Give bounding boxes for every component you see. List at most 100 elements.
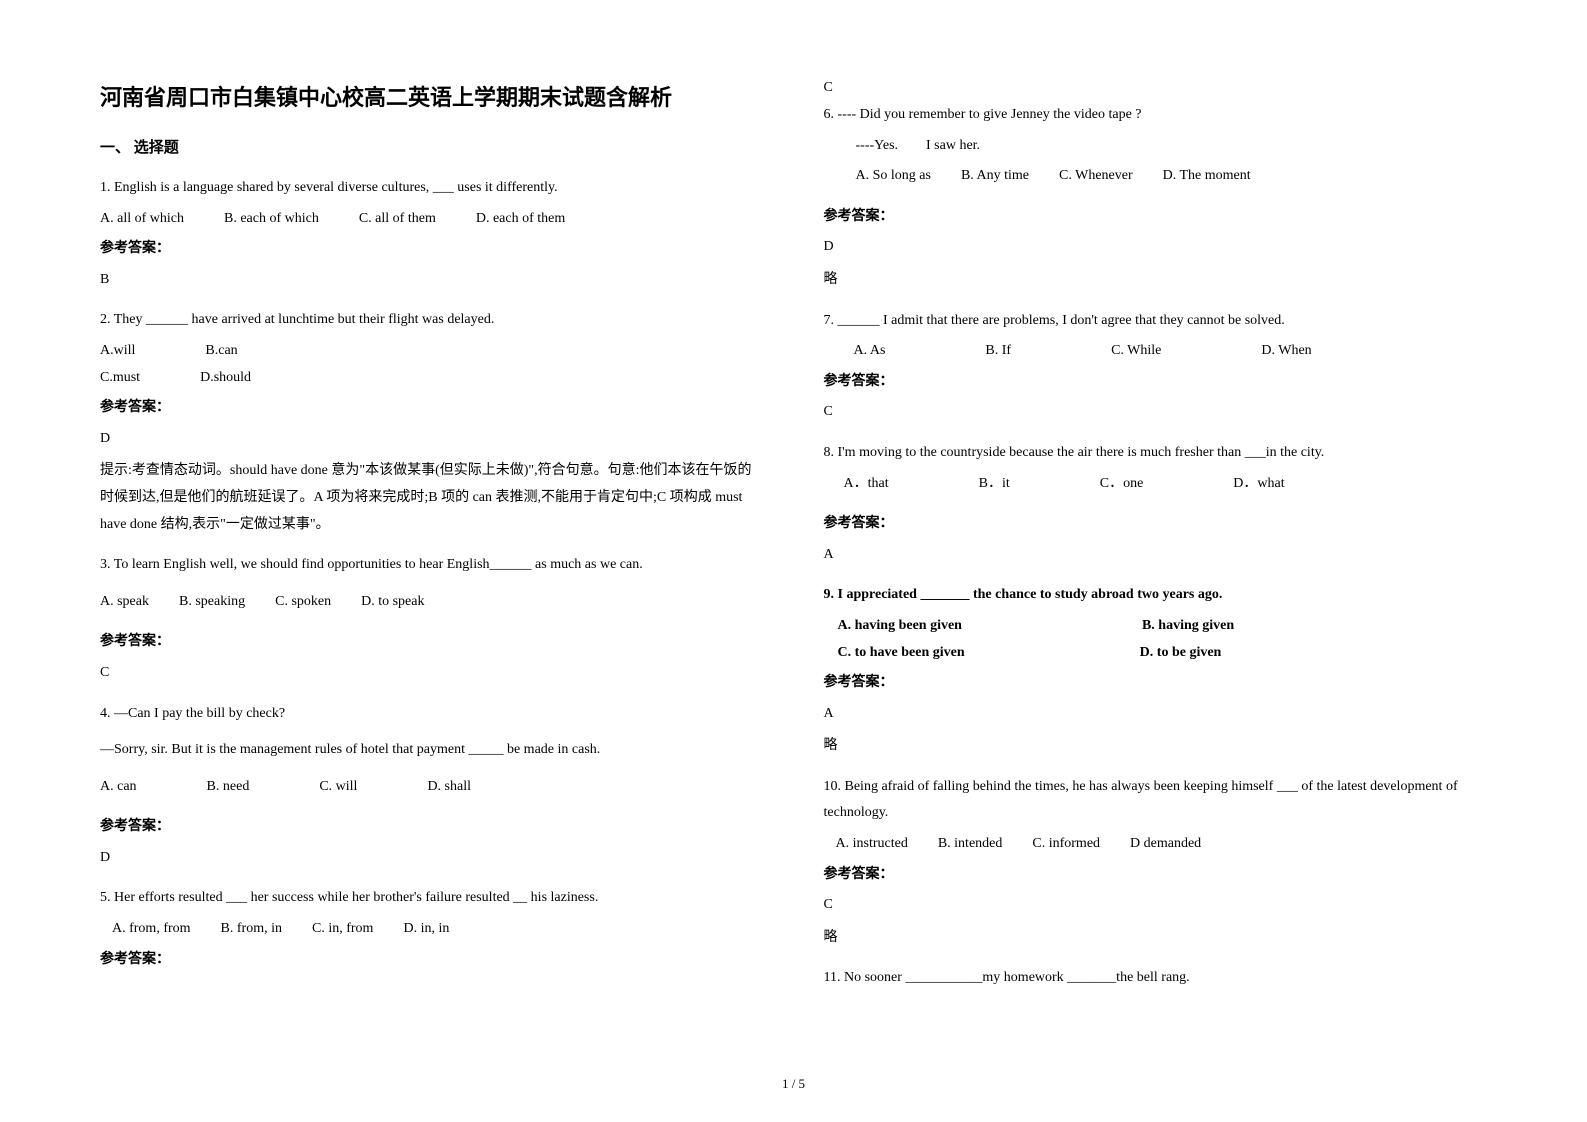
q7-text: 7. ______ I admit that there are problem… bbox=[824, 308, 1488, 335]
doc-title: 河南省周口市白集镇中心校高二英语上学期期末试题含解析 bbox=[100, 80, 764, 112]
q10-opt-c: C. informed bbox=[1032, 831, 1100, 858]
q8-opt-b: B．it bbox=[979, 471, 1010, 498]
q1-options: A. all of which B. each of which C. all … bbox=[100, 206, 764, 233]
q2-ans: D bbox=[100, 426, 764, 453]
q4-text1: 4. —Can I pay the bill by check? bbox=[100, 701, 764, 728]
q4-ans: D bbox=[100, 845, 764, 872]
q9-opt-b: B. having given bbox=[1142, 613, 1234, 640]
question-4: 4. —Can I pay the bill by check? —Sorry,… bbox=[100, 701, 764, 872]
q5-opt-c: C. in, from bbox=[312, 916, 373, 943]
q10-opt-a: A. instructed bbox=[836, 831, 908, 858]
question-7: 7. ______ I admit that there are problem… bbox=[824, 308, 1488, 426]
q2-opt-d: D.should bbox=[200, 365, 251, 392]
q6-note: 略 bbox=[824, 267, 1488, 294]
q9-ans: A bbox=[824, 701, 1488, 728]
q1-text: 1. English is a language shared by sever… bbox=[100, 175, 764, 202]
q11-text: 11. No sooner ___________my homework ___… bbox=[824, 965, 1488, 992]
q6-text1: 6. ---- Did you remember to give Jenney … bbox=[824, 102, 1488, 129]
q6-options: A. So long as B. Any time C. Whenever D.… bbox=[824, 163, 1488, 190]
q10-options: A. instructed B. intended C. informed D … bbox=[824, 831, 1488, 858]
question-8: 8. I'm moving to the countryside because… bbox=[824, 440, 1488, 568]
q5-ans: C bbox=[824, 80, 1488, 96]
q3-text: 3. To learn English well, we should find… bbox=[100, 552, 764, 579]
q10-note: 略 bbox=[824, 925, 1488, 952]
q9-opt-a: A. having been given bbox=[838, 613, 962, 640]
q10-ans-label: 参考答案： bbox=[824, 862, 1488, 889]
q7-ans: C bbox=[824, 399, 1488, 426]
q1-ans-label: 参考答案： bbox=[100, 236, 764, 263]
q4-opt-a: A. can bbox=[100, 774, 137, 801]
q9-text: 9. I appreciated _______ the chance to s… bbox=[824, 582, 1488, 609]
question-5: 5. Her efforts resulted ___ her success … bbox=[100, 885, 764, 973]
q4-text2: —Sorry, sir. But it is the management ru… bbox=[100, 737, 764, 764]
q3-opt-c: C. spoken bbox=[275, 589, 331, 616]
q5-text: 5. Her efforts resulted ___ her success … bbox=[100, 885, 764, 912]
q10-ans: C bbox=[824, 892, 1488, 919]
q5-opt-a: A. from, from bbox=[112, 916, 191, 943]
q6-opt-b: B. Any time bbox=[961, 163, 1029, 190]
left-column: 河南省周口市白集镇中心校高二英语上学期期末试题含解析 一、 选择题 1. Eng… bbox=[100, 80, 764, 1006]
q8-text: 8. I'm moving to the countryside because… bbox=[824, 440, 1488, 467]
q1-ans: B bbox=[100, 267, 764, 294]
q2-opt-c: C.must bbox=[100, 365, 140, 392]
section-1-heading: 一、 选择题 bbox=[100, 136, 764, 157]
q1-opt-d: D. each of them bbox=[476, 206, 565, 233]
q6-ans: D bbox=[824, 234, 1488, 261]
q8-opt-c: C．one bbox=[1100, 471, 1144, 498]
q2-explain: 提示:考查情态动词。should have done 意为"本该做某事(但实际上… bbox=[100, 458, 764, 538]
q4-opt-b: B. need bbox=[207, 774, 250, 801]
q2-ans-label: 参考答案： bbox=[100, 395, 764, 422]
q7-opt-a: A. As bbox=[854, 338, 886, 365]
q8-options: A．that B．it C．one D．what bbox=[824, 471, 1488, 498]
q5-options: A. from, from B. from, in C. in, from D.… bbox=[100, 916, 764, 943]
q3-ans: C bbox=[100, 660, 764, 687]
q2-options: A.will B.can C.must D.should bbox=[100, 338, 764, 391]
q9-ans-label: 参考答案： bbox=[824, 670, 1488, 697]
q5-ans-label: 参考答案： bbox=[100, 947, 764, 974]
q8-ans: A bbox=[824, 542, 1488, 569]
q8-opt-d: D．what bbox=[1233, 471, 1284, 498]
q3-ans-label: 参考答案： bbox=[100, 629, 764, 656]
q9-opt-d: D. to be given bbox=[1140, 640, 1222, 667]
right-column: C 6. ---- Did you remember to give Jenne… bbox=[824, 80, 1488, 1006]
q3-opt-d: D. to speak bbox=[361, 589, 424, 616]
q3-opt-b: B. speaking bbox=[179, 589, 245, 616]
q8-ans-label: 参考答案： bbox=[824, 511, 1488, 538]
q6-opt-d: D. The moment bbox=[1163, 163, 1251, 190]
q10-opt-b: B. intended bbox=[938, 831, 1003, 858]
q6-opt-a: A. So long as bbox=[856, 163, 931, 190]
q9-options: A. having been given B. having given C. … bbox=[824, 613, 1488, 666]
q5-opt-b: B. from, in bbox=[221, 916, 282, 943]
q4-opt-c: C. will bbox=[319, 774, 357, 801]
q4-options: A. can B. need C. will D. shall bbox=[100, 774, 764, 801]
page-footer: 1 / 5 bbox=[0, 1076, 1587, 1092]
q7-options: A. As B. If C. While D. When bbox=[824, 338, 1488, 365]
q1-opt-c: C. all of them bbox=[359, 206, 436, 233]
q6-opt-c: C. Whenever bbox=[1059, 163, 1133, 190]
q6-ans-label: 参考答案： bbox=[824, 204, 1488, 231]
q8-opt-a: A．that bbox=[844, 471, 889, 498]
q7-opt-d: D. When bbox=[1261, 338, 1311, 365]
q9-note: 略 bbox=[824, 733, 1488, 760]
q9-opt-c: C. to have been given bbox=[838, 640, 965, 667]
q7-opt-b: B. If bbox=[985, 338, 1011, 365]
q10-opt-d: D demanded bbox=[1130, 831, 1201, 858]
q7-ans-label: 参考答案： bbox=[824, 369, 1488, 396]
q2-opt-b: B.can bbox=[205, 338, 237, 365]
q3-options: A. speak B. speaking C. spoken D. to spe… bbox=[100, 589, 764, 616]
question-3: 3. To learn English well, we should find… bbox=[100, 552, 764, 686]
q1-opt-b: B. each of which bbox=[224, 206, 319, 233]
question-11: 11. No sooner ___________my homework ___… bbox=[824, 965, 1488, 992]
q4-ans-label: 参考答案： bbox=[100, 814, 764, 841]
q6-text2: ----Yes. I saw her. bbox=[824, 133, 1488, 160]
q4-opt-d: D. shall bbox=[427, 774, 471, 801]
q5-opt-d: D. in, in bbox=[403, 916, 449, 943]
q3-opt-a: A. speak bbox=[100, 589, 149, 616]
q2-text: 2. They ______ have arrived at lunchtime… bbox=[100, 307, 764, 334]
question-6: 6. ---- Did you remember to give Jenney … bbox=[824, 102, 1488, 294]
q10-text: 10. Being afraid of falling behind the t… bbox=[824, 774, 1488, 827]
q1-opt-a: A. all of which bbox=[100, 206, 184, 233]
q7-opt-c: C. While bbox=[1111, 338, 1161, 365]
question-10: 10. Being afraid of falling behind the t… bbox=[824, 774, 1488, 952]
q2-opt-a: A.will bbox=[100, 338, 135, 365]
